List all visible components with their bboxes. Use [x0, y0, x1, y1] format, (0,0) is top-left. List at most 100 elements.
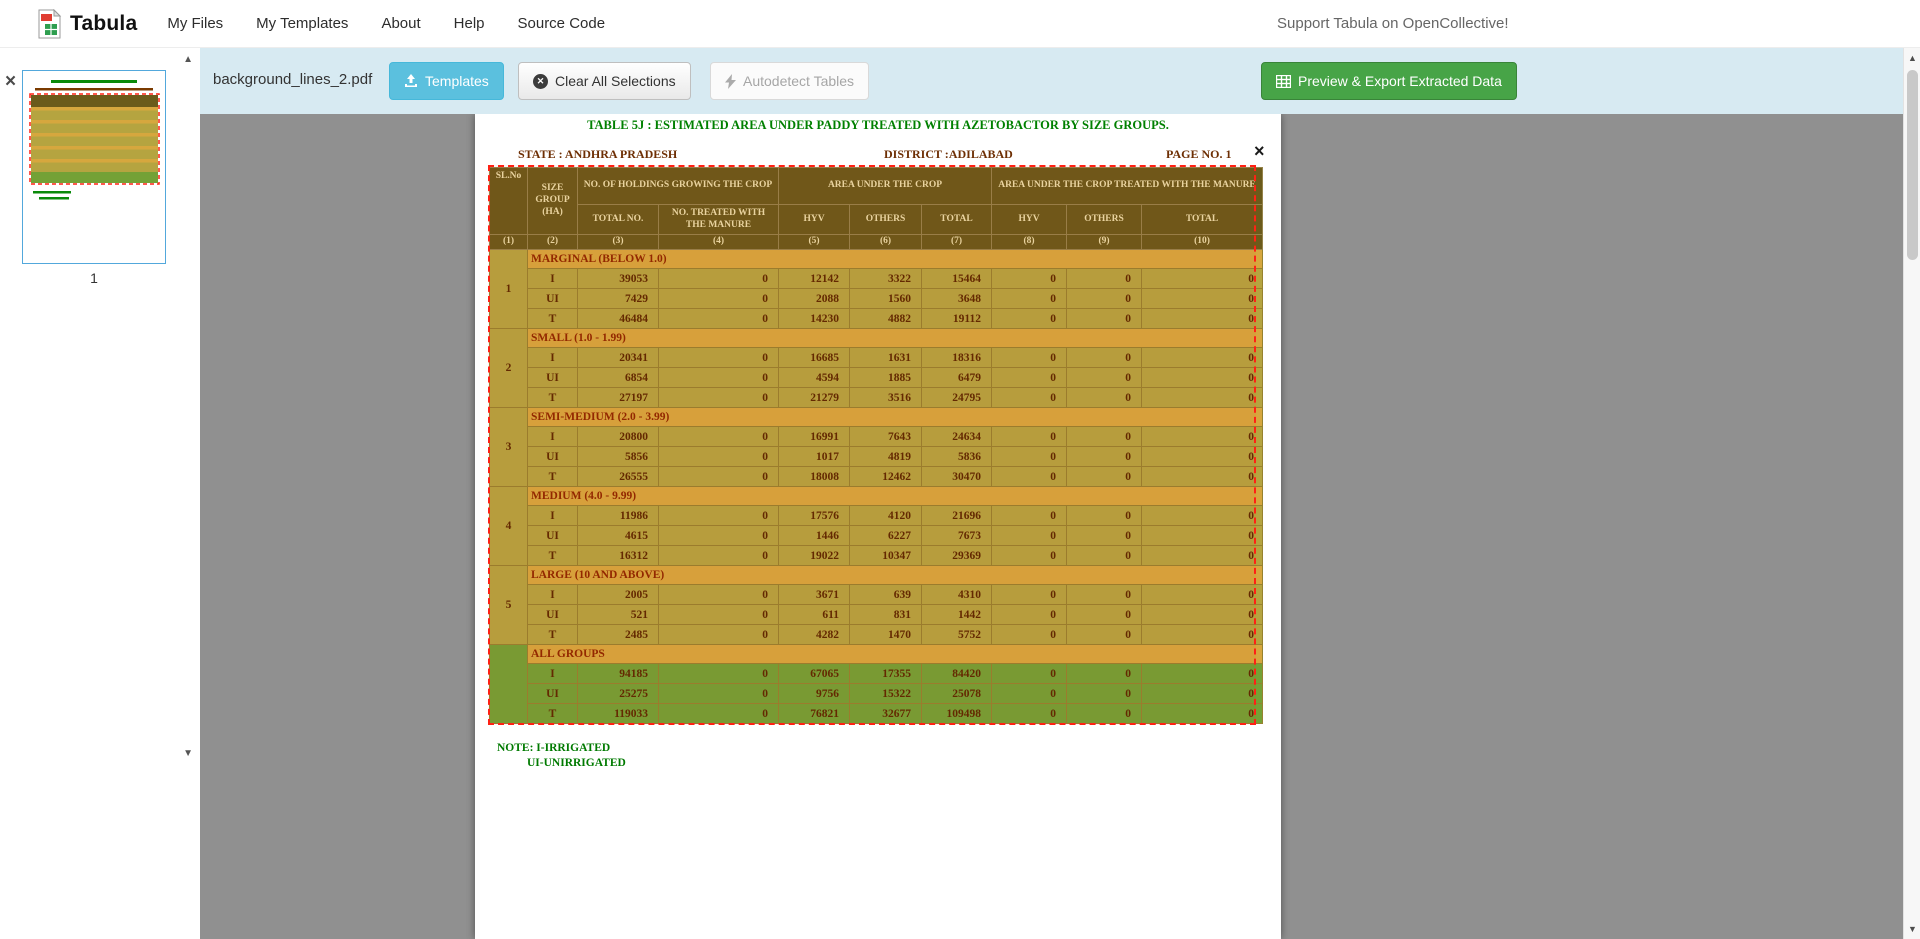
group-label: ALL GROUPS — [526, 644, 1264, 664]
value-cell: 6479 — [921, 367, 992, 388]
value-cell: 0 — [1140, 347, 1264, 368]
value-cell: 0 — [658, 426, 779, 447]
value-cell: 0 — [658, 466, 779, 487]
nav-my-files[interactable]: My Files — [167, 15, 224, 32]
value-cell: 7673 — [921, 525, 992, 546]
header-col-number: (7) — [921, 234, 992, 250]
value-cell: 0 — [658, 663, 779, 684]
pdf-table-body: 1 MARGINAL (BELOW 1.0) I 39053 0 12142 3322 154… — [489, 249, 1264, 724]
value-cell: 0 — [658, 525, 779, 546]
value-cell: 0 — [991, 505, 1067, 526]
value-cell: 6854 — [577, 367, 659, 388]
scrollbar-thumb[interactable] — [1907, 70, 1918, 260]
header-total-no: TOTAL NO. — [577, 204, 659, 235]
support-opencollective-link[interactable]: Support Tabula on OpenCollective! — [1277, 15, 1509, 32]
value-cell: 0 — [658, 703, 779, 724]
sidebar-scroll-up-icon[interactable]: ▲ — [183, 54, 193, 65]
templates-button[interactable]: Templates — [389, 62, 504, 100]
value-cell: 831 — [849, 604, 922, 625]
page-thumbnail[interactable] — [22, 70, 166, 264]
value-cell: 0 — [991, 525, 1067, 546]
value-cell: 0 — [1140, 308, 1264, 329]
value-cell: 4819 — [849, 446, 922, 467]
clear-button-label: Clear All Selections — [555, 73, 676, 89]
export-button-label: Preview & Export Extracted Data — [1298, 73, 1502, 89]
value-cell: 0 — [991, 584, 1067, 605]
autodetect-tables-button[interactable]: Autodetect Tables — [710, 62, 870, 100]
value-cell: 0 — [991, 703, 1067, 724]
table-data-row: UI 25275 0 9756 15322 25078 0 0 0 — [490, 683, 1264, 704]
value-cell: 16685 — [778, 347, 850, 368]
value-cell: 0 — [658, 505, 779, 526]
value-cell: 119033 — [577, 703, 659, 724]
table-selection-overlay[interactable] — [488, 165, 1256, 725]
nav-source-code[interactable]: Source Code — [517, 15, 606, 32]
value-cell: 2005 — [577, 584, 659, 605]
remove-page-icon[interactable]: × — [5, 71, 17, 92]
table-data-row: T 46484 0 14230 4882 19112 0 0 0 — [490, 308, 1264, 329]
value-cell: 0 — [991, 545, 1067, 566]
value-cell: 0 — [1140, 466, 1264, 487]
row-type-cell: T — [527, 703, 578, 724]
sidebar-scroll-down-icon[interactable]: ▼ — [183, 748, 193, 759]
group-label-row: 2 SMALL (1.0 - 1.99) — [489, 328, 1264, 408]
value-cell: 39053 — [577, 268, 659, 289]
value-cell: 0 — [658, 387, 779, 408]
value-cell: 0 — [1066, 545, 1142, 566]
value-cell: 9756 — [778, 683, 850, 704]
tabula-logo-icon — [38, 8, 62, 38]
slno-cell: 2 — [489, 328, 528, 408]
row-type-cell: T — [527, 466, 578, 487]
value-cell: 0 — [658, 367, 779, 388]
brand-home-link[interactable]: Tabula — [36, 8, 137, 39]
value-cell: 1631 — [849, 347, 922, 368]
page-thumbnail-image — [23, 71, 165, 263]
row-type-cell: UI — [527, 604, 578, 625]
value-cell: 0 — [1066, 426, 1142, 447]
remove-circle-icon: ✕ — [533, 73, 548, 89]
value-cell: 4282 — [778, 624, 850, 645]
delete-selection-icon[interactable]: × — [1254, 141, 1265, 161]
value-cell: 0 — [658, 288, 779, 309]
value-cell: 30470 — [921, 466, 992, 487]
nav-my-templates[interactable]: My Templates — [256, 15, 349, 32]
slno-cell — [489, 644, 528, 724]
value-cell: 0 — [1066, 268, 1142, 289]
table-data-row: I 39053 0 12142 3322 15464 0 0 0 — [490, 268, 1264, 289]
value-cell: 0 — [991, 288, 1067, 309]
value-cell: 0 — [1140, 446, 1264, 467]
value-cell: 0 — [658, 446, 779, 467]
scroll-up-icon[interactable]: ▲ — [1908, 53, 1917, 63]
scroll-down-icon[interactable]: ▼ — [1908, 924, 1917, 934]
value-cell: 2088 — [778, 288, 850, 309]
row-type-cell: I — [527, 663, 578, 684]
table-data-row: I 11986 0 17576 4120 21696 0 0 0 — [490, 505, 1264, 526]
header-others: OTHERS — [1066, 204, 1142, 235]
value-cell: 4615 — [577, 525, 659, 546]
header-col-number: (10) — [1140, 234, 1264, 250]
preview-export-button[interactable]: Preview & Export Extracted Data — [1261, 62, 1517, 100]
header-total: TOTAL — [921, 204, 992, 235]
row-type-cell: T — [527, 308, 578, 329]
group-label-row: 1 MARGINAL (BELOW 1.0) — [489, 249, 1264, 329]
value-cell: 0 — [658, 308, 779, 329]
pdf-page[interactable]: TABLE 5J : ESTIMATED AREA UNDER PADDY TR… — [475, 114, 1281, 939]
value-cell: 19112 — [921, 308, 992, 329]
value-cell: 7429 — [577, 288, 659, 309]
vertical-scrollbar[interactable]: ▲ ▼ — [1903, 48, 1920, 939]
value-cell: 0 — [1140, 604, 1264, 625]
clear-all-selections-button[interactable]: ✕ Clear All Selections — [518, 62, 691, 100]
table-data-row: T 27197 0 21279 3516 24795 0 0 0 — [490, 387, 1264, 408]
value-cell: 1442 — [921, 604, 992, 625]
table-data-row: T 26555 0 18008 12462 30470 0 0 0 — [490, 466, 1264, 487]
table-data-row: UI 5856 0 1017 4819 5836 0 0 0 — [490, 446, 1264, 467]
nav-about[interactable]: About — [381, 15, 421, 32]
value-cell: 0 — [1140, 505, 1264, 526]
value-cell: 3322 — [849, 268, 922, 289]
row-type-cell: UI — [527, 288, 578, 309]
value-cell: 0 — [1066, 683, 1142, 704]
value-cell: 0 — [1066, 466, 1142, 487]
group-label: SMALL (1.0 - 1.99) — [526, 328, 1264, 348]
value-cell: 29369 — [921, 545, 992, 566]
nav-help[interactable]: Help — [453, 15, 485, 32]
